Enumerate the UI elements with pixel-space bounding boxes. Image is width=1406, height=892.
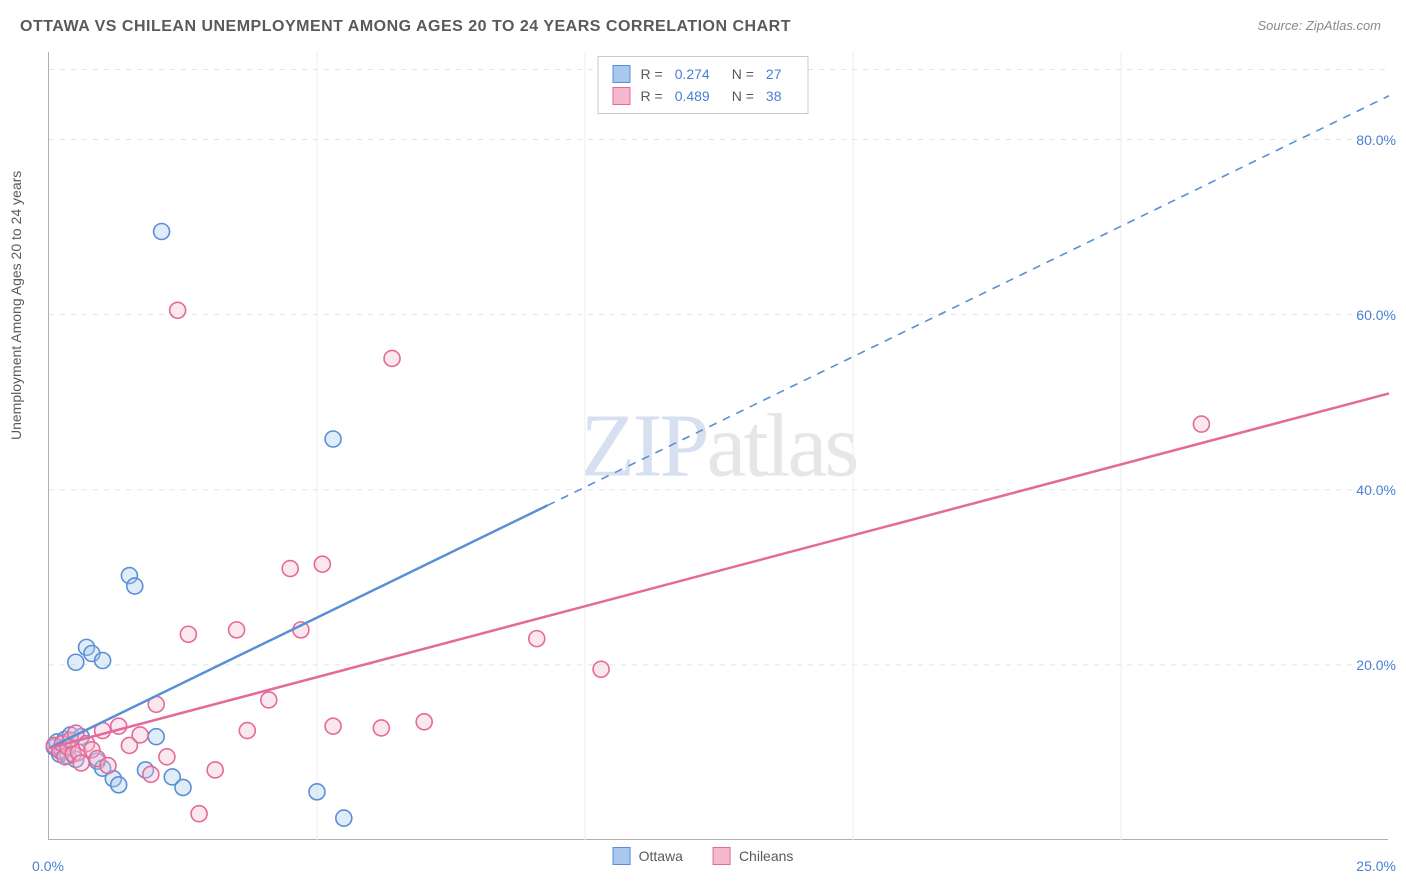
legend-swatch-ottawa — [613, 65, 631, 83]
x-tick-0: 0.0% — [32, 858, 64, 874]
y-tick: 40.0% — [1356, 482, 1396, 498]
series-label: Ottawa — [639, 848, 683, 864]
legend-row-chileans: R = 0.489 N = 38 — [613, 85, 794, 107]
chart-title: OTTAWA VS CHILEAN UNEMPLOYMENT AMONG AGE… — [20, 18, 791, 36]
y-tick: 60.0% — [1356, 307, 1396, 323]
legend-n-label: N = — [732, 85, 754, 107]
legend-n-value: 27 — [766, 63, 782, 85]
chart-container: OTTAWA VS CHILEAN UNEMPLOYMENT AMONG AGE… — [0, 0, 1406, 892]
legend-r-value: 0.274 — [675, 63, 710, 85]
legend-swatch-chileans — [613, 87, 631, 105]
series-legend: Ottawa Chileans — [607, 847, 800, 865]
series-swatch-ottawa — [613, 847, 631, 865]
legend-n-label: N = — [732, 63, 754, 85]
correlation-legend: R = 0.274 N = 27 R = 0.489 N = 38 — [598, 56, 809, 114]
legend-r-label: R = — [641, 85, 663, 107]
series-legend-chileans: Chileans — [713, 847, 793, 865]
legend-r-label: R = — [641, 63, 663, 85]
plot-svg — [49, 52, 1388, 839]
series-legend-ottawa: Ottawa — [613, 847, 683, 865]
series-label: Chileans — [739, 848, 793, 864]
legend-n-value: 38 — [766, 85, 782, 107]
plot-area: ZIPatlas — [48, 52, 1388, 840]
series-swatch-chileans — [713, 847, 731, 865]
legend-row-ottawa: R = 0.274 N = 27 — [613, 63, 794, 85]
x-tick-25: 25.0% — [1356, 858, 1396, 874]
legend-r-value: 0.489 — [675, 85, 710, 107]
source-label: Source: ZipAtlas.com — [1257, 18, 1381, 33]
y-tick: 80.0% — [1356, 132, 1396, 148]
y-axis-label: Unemployment Among Ages 20 to 24 years — [8, 171, 24, 440]
y-tick: 20.0% — [1356, 657, 1396, 673]
